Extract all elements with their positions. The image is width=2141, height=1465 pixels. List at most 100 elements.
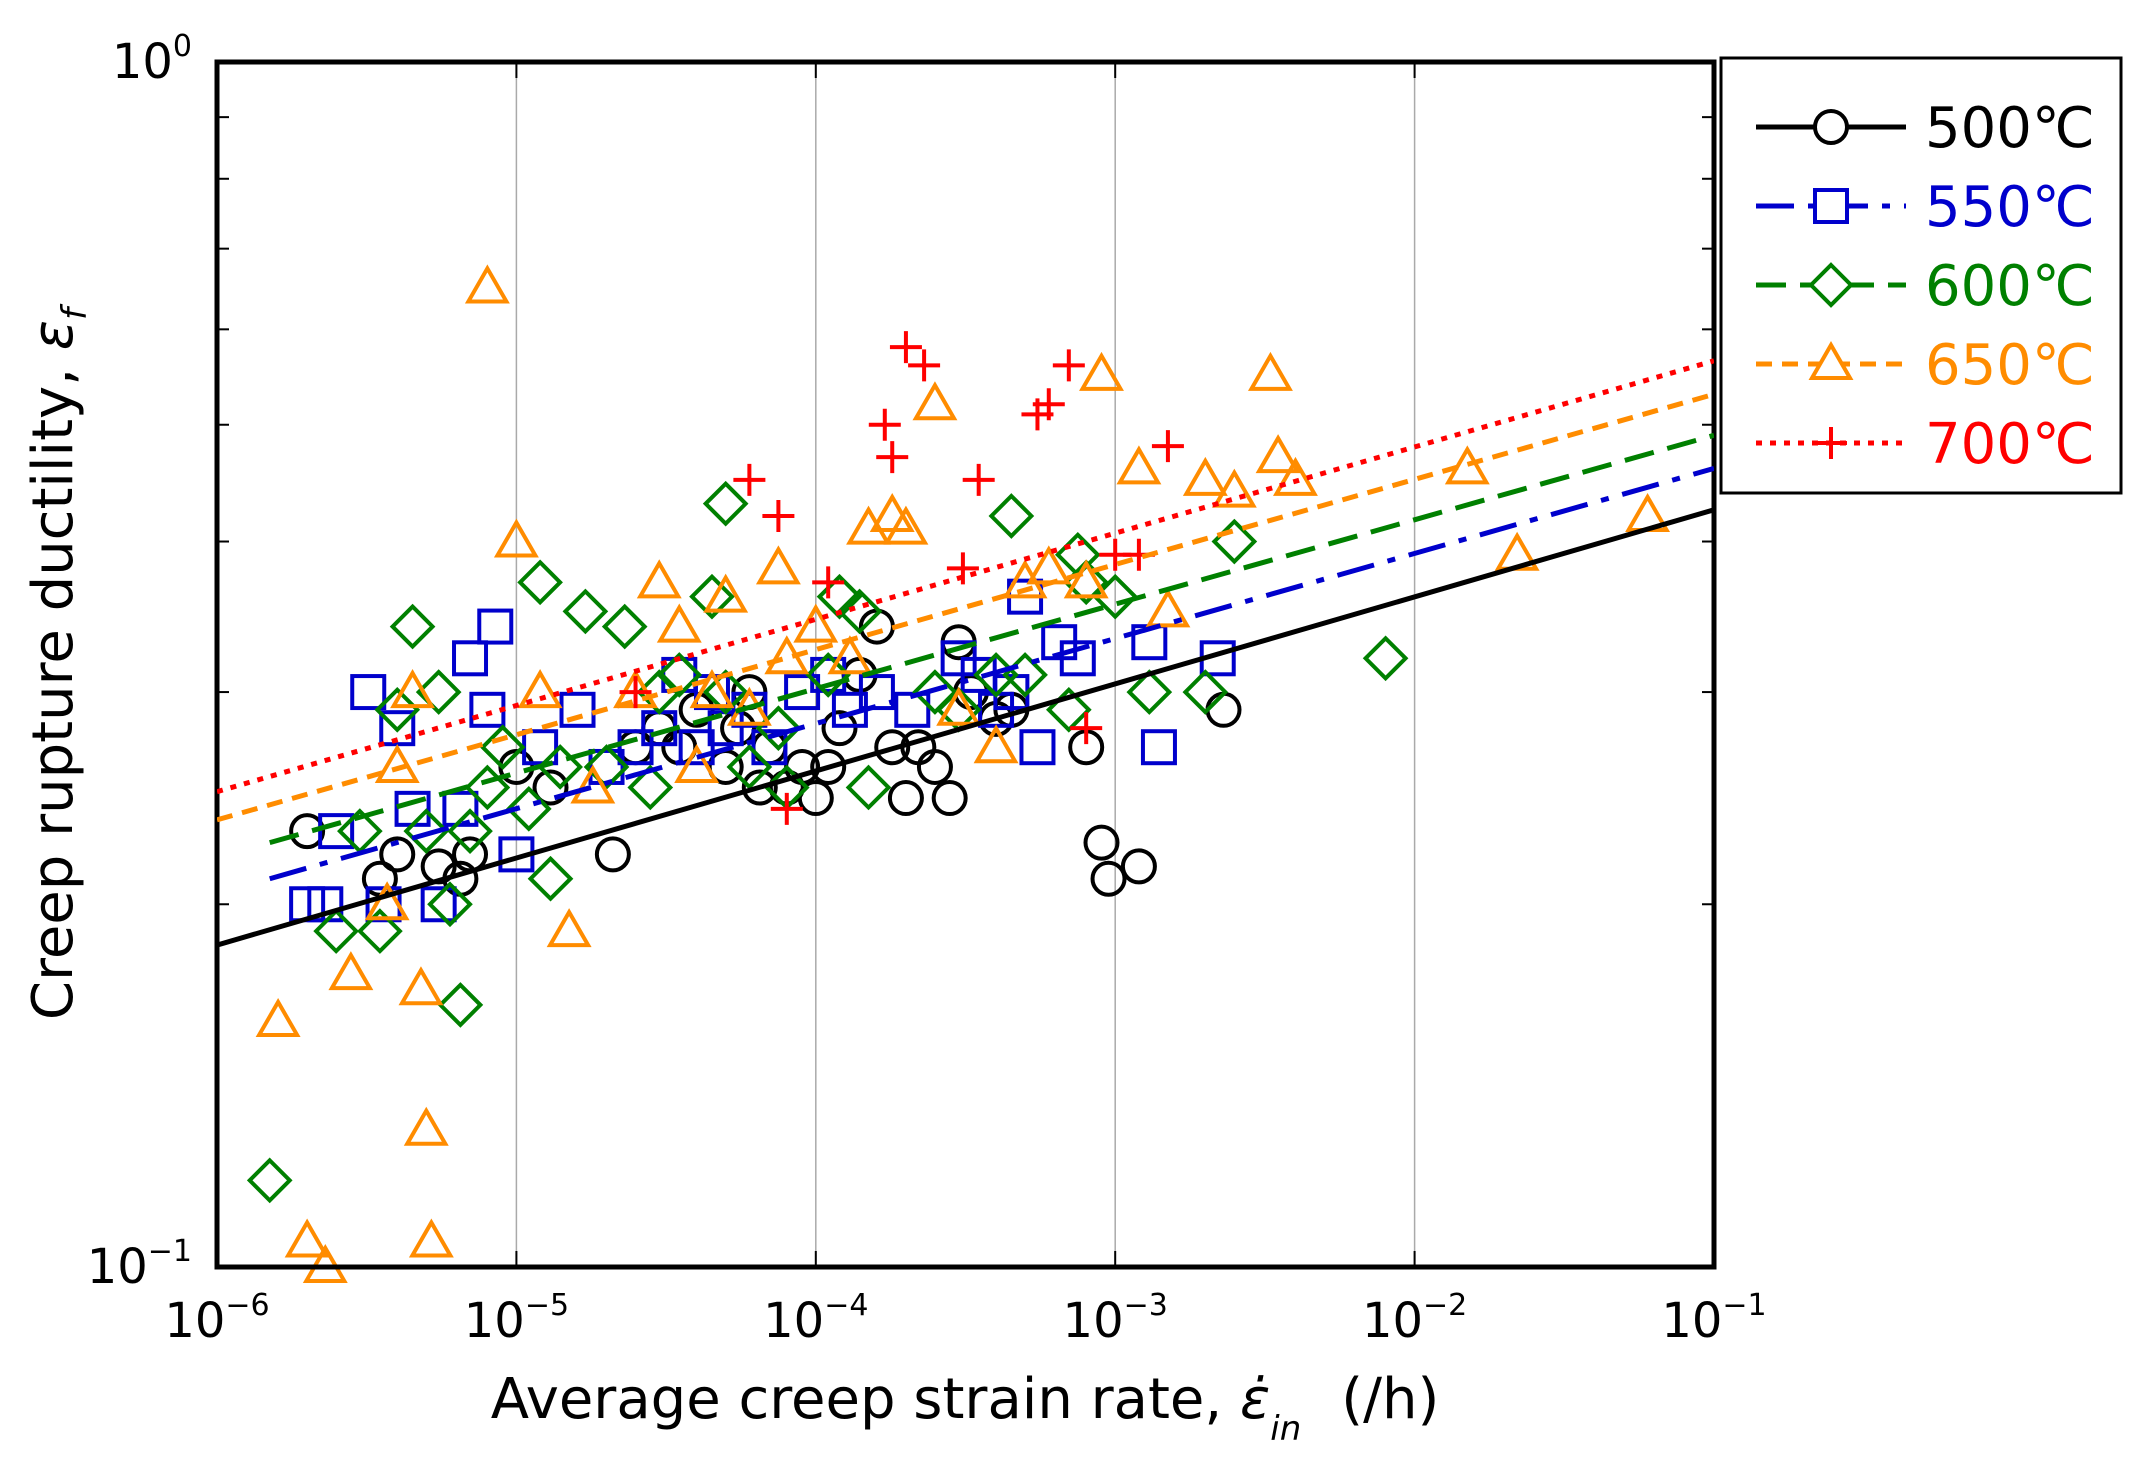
x-tick-label: 10−2 — [1362, 1288, 1467, 1349]
series-3-point — [726, 686, 772, 726]
series-3-point — [1444, 445, 1490, 485]
series-3-point — [1182, 456, 1228, 496]
series-3-point — [570, 764, 616, 804]
series-4-point — [1052, 349, 1085, 382]
legend-label: 550℃ — [1925, 175, 2095, 240]
series-4-point — [889, 331, 922, 364]
series-0-point — [1083, 824, 1120, 861]
series-2-point — [1362, 635, 1409, 682]
series-2-point — [627, 764, 674, 811]
series-0-point — [289, 813, 326, 850]
series-1-point — [477, 608, 514, 645]
series-3-points — [255, 264, 1671, 1283]
series-3-point — [846, 505, 891, 545]
series-4-point — [619, 676, 652, 709]
series-1-point — [559, 691, 596, 728]
series-0-point — [720, 710, 757, 747]
series-2-point — [805, 652, 852, 698]
series-3-point — [1255, 434, 1301, 474]
series-3-point — [390, 669, 436, 709]
series-4-point — [876, 441, 909, 474]
series-3-point — [1116, 445, 1162, 485]
series-3-point — [328, 951, 374, 991]
series-2-point — [357, 908, 403, 954]
series-3-point — [1272, 456, 1318, 496]
series-2-point — [601, 603, 648, 650]
series-4-point — [812, 566, 845, 599]
series-3-point — [1145, 588, 1191, 628]
series-3-point — [517, 669, 563, 709]
series-2-point — [726, 744, 773, 790]
series-0-point — [379, 836, 416, 873]
series-2-point — [403, 808, 450, 854]
series-2-point — [527, 855, 574, 902]
series-0-points — [289, 608, 1242, 897]
series-3-point — [883, 505, 929, 545]
series-0-point — [887, 780, 924, 817]
series-1-point — [751, 729, 788, 766]
x-tick-label: 10−4 — [763, 1288, 868, 1349]
series-2-point — [389, 603, 436, 650]
series-2-point — [1182, 669, 1229, 715]
x-tick-label: 10−1 — [1661, 1288, 1766, 1349]
legend-entry: 500℃ — [1756, 96, 2095, 161]
series-2-point — [845, 764, 892, 811]
series-0-point — [1120, 848, 1157, 885]
series-1-point — [858, 674, 895, 711]
series-3-point — [912, 381, 958, 421]
legend-marker — [1813, 188, 1849, 224]
series-2-point — [689, 573, 735, 620]
series-3-point — [674, 743, 720, 783]
series-3-point — [374, 743, 420, 783]
legend-marker — [1813, 109, 1849, 145]
series-2-point — [656, 652, 703, 698]
series-4-point — [762, 499, 795, 532]
x-tick-label: 10−6 — [164, 1288, 269, 1349]
series-3-fit-line — [217, 391, 1714, 823]
series-4-point — [962, 463, 995, 496]
series-0-point — [821, 710, 858, 747]
series-1-point — [617, 729, 654, 766]
series-2-point — [988, 493, 1035, 539]
legend: 500℃ 550℃ 600℃ 650℃ 700℃ — [1719, 56, 2123, 495]
series-0-point — [594, 836, 631, 873]
legend-label: 650℃ — [1925, 333, 2095, 398]
x-tick-label: 10−5 — [464, 1288, 569, 1349]
x-tick-labels: 10−6 10−5 10−4 10−3 10−2 10−1 — [164, 1288, 1766, 1349]
series-3-point — [403, 1106, 449, 1146]
series-4-point — [908, 349, 941, 382]
x-tick-label: 10−3 — [1063, 1288, 1168, 1349]
series-2-point — [1126, 669, 1173, 715]
series-1-point — [420, 886, 457, 923]
series-2-fit-line — [269, 432, 1714, 846]
series-3-point — [827, 635, 873, 675]
series-2-point — [537, 744, 583, 790]
series-2-point — [447, 808, 493, 854]
y-tick-labels: 10−1 100 — [87, 29, 192, 1295]
series-3-point — [793, 603, 839, 643]
x-axis-label-subscript: in — [1270, 1409, 1301, 1449]
series-3-point — [284, 1218, 330, 1258]
series-1-point — [1019, 729, 1056, 766]
y-axis-label: Creep rupture ductility, εf — [21, 303, 95, 1020]
series-1-point — [810, 656, 847, 693]
x-axis-label-units: (/h) — [1341, 1367, 1439, 1432]
y-axis-label-main: Creep rupture ductility, — [21, 350, 86, 1020]
series-2-point — [437, 982, 484, 1028]
series-1-points — [289, 578, 1236, 923]
series-2-point — [702, 669, 749, 715]
series-2-point — [374, 686, 421, 733]
series-1-point — [318, 813, 355, 850]
series-2-point — [415, 669, 462, 715]
series-0-point — [810, 748, 847, 785]
series-3-point — [364, 881, 410, 921]
series-3-point — [493, 518, 539, 558]
y-tick-label: 100 — [112, 29, 192, 90]
series-3-point — [973, 724, 1019, 764]
series-3-point — [1002, 559, 1048, 599]
series-2-point — [427, 881, 473, 928]
series-3-point — [636, 559, 682, 599]
series-4-point — [1070, 712, 1103, 745]
series-1-point — [1059, 640, 1096, 677]
